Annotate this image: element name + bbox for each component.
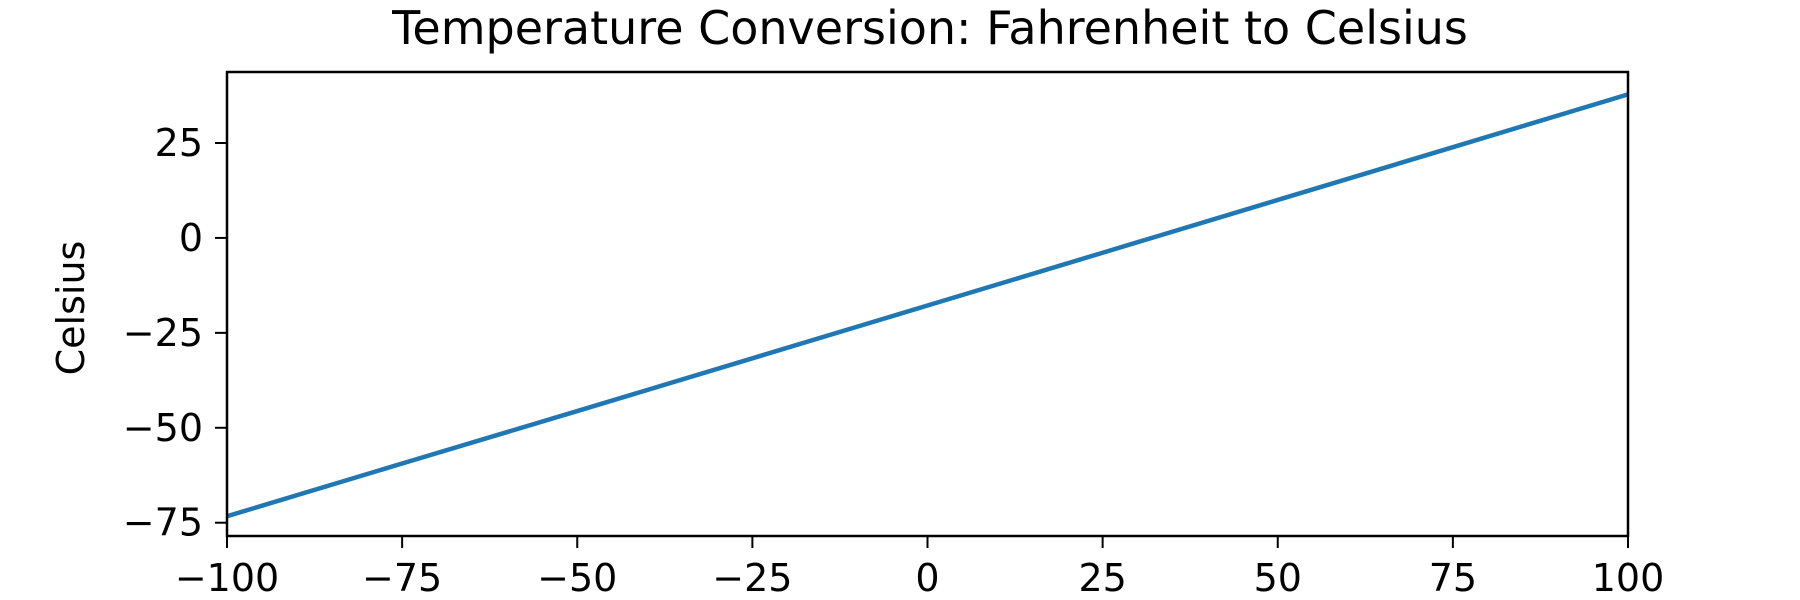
x-tick-label: 75 xyxy=(1429,556,1477,600)
y-tick-label: −25 xyxy=(123,311,203,355)
x-tick-label: −25 xyxy=(712,556,792,600)
series-line-0 xyxy=(226,92,1629,519)
y-axis-label: Celsius xyxy=(49,241,93,376)
x-tick-label: −50 xyxy=(537,556,617,600)
x-axis-ticks: −100 −75 −50 −25 0 25 50 75 100 xyxy=(175,536,1664,600)
x-tick-label: 100 xyxy=(1592,556,1665,600)
x-tick-label: −75 xyxy=(362,556,442,600)
series-layer xyxy=(226,92,1629,519)
x-tick-label: 50 xyxy=(1254,556,1302,600)
y-tick-label: −50 xyxy=(123,406,203,450)
y-tick-label: 25 xyxy=(155,121,203,165)
x-tick-label: −100 xyxy=(175,556,279,600)
x-tick-label: 25 xyxy=(1078,556,1126,600)
y-tick-label: −75 xyxy=(123,501,203,545)
x-tick-label: 0 xyxy=(915,556,939,600)
chart-title: Temperature Conversion: Fahrenheit to Ce… xyxy=(391,1,1468,55)
y-axis-ticks: −75 −50 −25 0 25 xyxy=(123,121,227,545)
plot-area-frame xyxy=(225,70,1630,538)
y-tick-label: 0 xyxy=(179,216,203,260)
